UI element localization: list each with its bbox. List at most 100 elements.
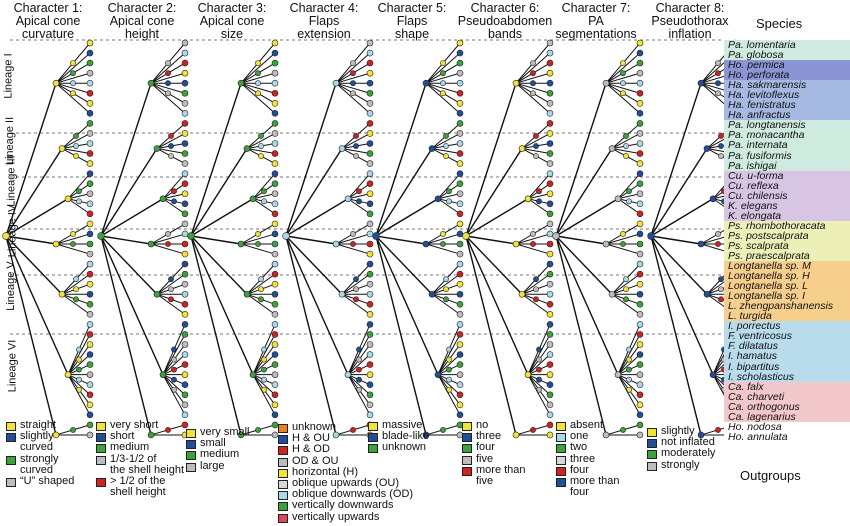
species-name: Ho. perforata [728,70,790,81]
tip-state-dot [86,391,94,399]
node-state-dot [73,133,79,139]
tree-branch [375,198,439,237]
legend-label: large [200,459,225,472]
tip-state-dot [366,69,374,77]
tip-state-dot [636,160,644,167]
legend-swatch [278,502,288,512]
node-state-dot [443,296,449,303]
node-state-dot [353,286,359,293]
tree-branch [617,374,641,396]
tip-state-dot [271,170,279,177]
tip-state-dot [366,180,374,187]
tip-state-dot [271,411,279,419]
tip-state-dot [181,280,189,288]
tree-branch [611,148,641,155]
species-band-9 [724,381,850,422]
node-state-dot [353,276,359,283]
tree-branch [285,235,343,295]
tip-state-dot [546,421,554,429]
tree-branch [190,148,248,237]
tip-state-dot [181,59,189,67]
tip-state-dot [366,49,374,57]
legend-item: more than four [556,475,620,498]
node-state-dot [718,276,724,283]
tip-state-dot [271,371,279,378]
node-state-dot [446,198,452,205]
legend-label: five [476,452,494,465]
tip-state-dot [271,361,279,368]
tip-state-dot [86,300,94,308]
tree-branch [425,243,461,255]
tip-state-dot [271,190,279,198]
tree-branch [347,374,371,416]
tip-state-dot [86,290,94,298]
node-state-dot [443,276,449,283]
node-state-dot [443,286,449,293]
node-state-dot [76,376,82,383]
tree-branch [611,273,641,295]
lineage-label-5: Lineage V [4,261,17,311]
tree-branch [252,374,276,416]
tree-branch [150,233,186,245]
node-state-dot [620,241,626,247]
tip-state-dot [546,371,554,378]
tree-branch [67,193,91,200]
tip-state-dot [636,69,644,77]
tree-branch [605,243,641,255]
tree-branch [437,173,461,200]
tip-state-dot [366,401,374,409]
clade-node-dot [147,79,155,87]
tree-branch [252,198,276,215]
tree-branch [437,354,461,376]
tip-state-dot [636,230,644,238]
legend-swatch [556,478,566,488]
tip-state-dot [181,120,189,127]
node-state-dot [353,153,359,159]
tip-state-dot [456,170,464,177]
tree-branch [521,148,551,155]
tip-state-dot [86,431,94,439]
tip-state-dot [546,160,554,167]
tip-state-dot [546,89,554,97]
tree-branch [252,193,276,200]
tip-state-dot [86,200,94,208]
clade-node-dot [58,290,66,298]
tip-state-dot [456,79,464,87]
tip-state-dot [546,240,554,248]
tree-branch [375,235,427,436]
root-node-dot [647,232,655,240]
clade-node-dot [697,431,705,439]
tip-state-dot [86,120,94,127]
tip-state-dot [546,49,554,57]
tree-branch [67,334,91,375]
tip-state-dot [366,411,374,419]
root-node-dot [282,232,290,240]
species-band-1 [724,40,850,61]
tip-state-dot [546,120,554,127]
tip-state-dot [366,120,374,127]
tip-state-dot [366,210,374,218]
tip-state-dot [271,260,279,268]
tip-state-dot [86,331,94,338]
tip-state-dot [271,230,279,238]
legend-item: strongly [647,459,715,471]
tree-branch [465,82,517,237]
tip-state-dot [181,200,189,208]
tree-branch [437,334,461,375]
node-state-dot [356,376,362,383]
node-state-dot [255,231,261,237]
clade-node-dot [153,145,161,152]
tree-branch [617,334,641,375]
tip-state-dot [271,401,279,409]
tip-state-dot [546,381,554,389]
legend-swatch [556,433,566,443]
node-state-dot [70,90,76,97]
tree-branch [55,52,91,84]
tree-branch [347,173,371,200]
species-name: Ho. nodosa [728,421,782,432]
tip-state-dot [546,361,554,368]
tip-state-dot [636,381,644,389]
species-name: Pa. fusiformis [728,150,792,161]
tree-branch [240,82,276,94]
tree-branch [162,198,186,215]
